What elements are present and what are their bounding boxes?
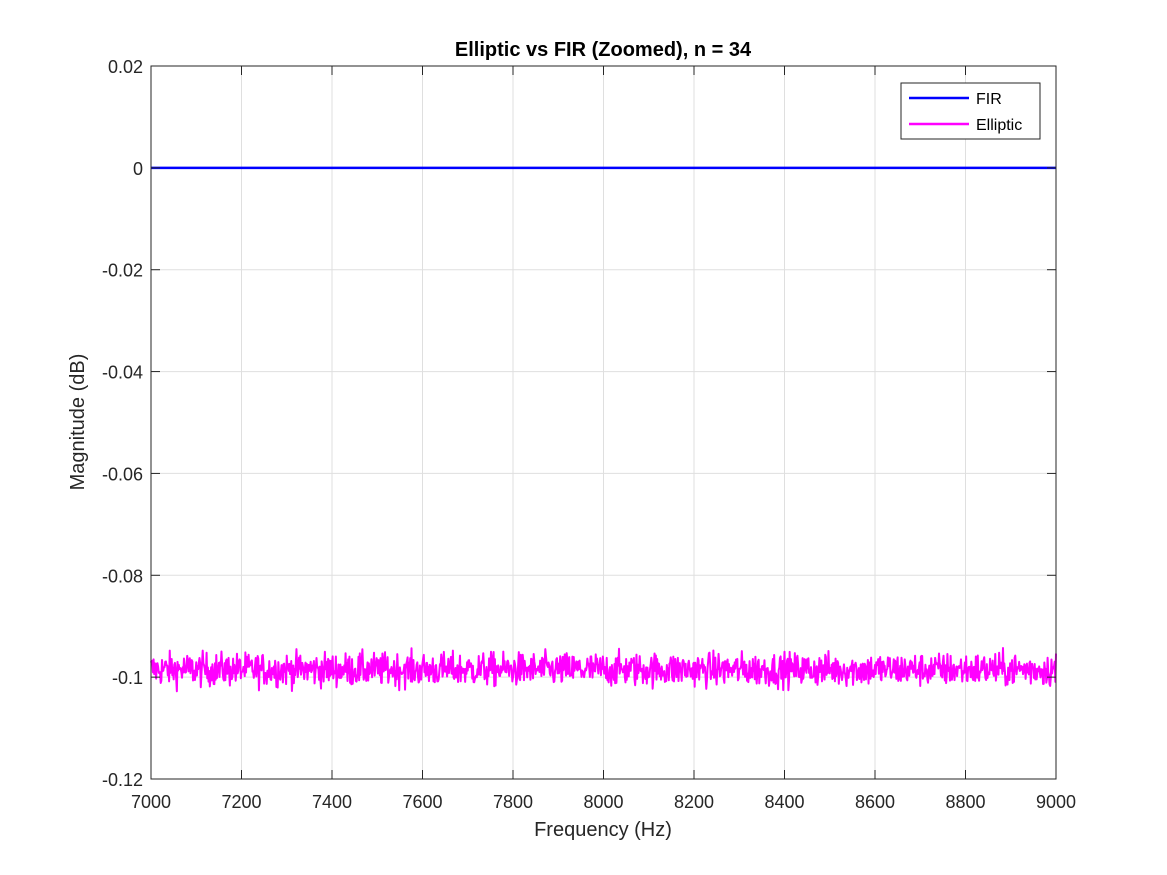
x-tick-label: 8200 [674,792,714,812]
series-line-elliptic [150,647,1057,693]
series-layer [150,166,1057,693]
tick-layer [150,65,1057,780]
y-tick-label: -0.12 [102,770,143,790]
legend: FIR Elliptic [900,82,1041,140]
x-tick-label: 8600 [855,792,895,812]
legend-box [900,82,1041,140]
x-tick-label: 8000 [583,792,623,812]
y-tick-label: 0 [133,159,143,179]
x-tick-label: 7000 [131,792,171,812]
y-tick-label: -0.06 [102,464,143,484]
x-tick-label: 7600 [402,792,442,812]
y-tick-labels: 0.02 0 -0.02 -0.04 -0.06 -0.08 -0.1 -0.12 [102,57,143,790]
x-tick-labels: 7000 7200 7400 7600 7800 8000 8200 8400 8600 8800… [131,792,1076,812]
x-tick-label: 8400 [764,792,804,812]
x-axis-label: Frequency (Hz) [534,819,672,841]
x-tick-label: 8800 [945,792,985,812]
x-tick-label: 7800 [493,792,533,812]
chart-title: Elliptic vs FIR (Zoomed), n = 34 [455,39,752,61]
y-tick-label: -0.04 [102,363,143,383]
legend-label-fir: FIR [976,91,1002,108]
y-tick-label: -0.1 [112,668,143,688]
y-tick-label: -0.02 [102,261,143,281]
legend-label-elliptic: Elliptic [976,117,1022,134]
x-tick-label: 7400 [312,792,352,812]
x-tick-label: 9000 [1036,792,1076,812]
x-tick-label: 7200 [221,792,261,812]
plot-area [150,65,1057,780]
y-tick-label: -0.08 [102,566,143,586]
y-axis-label: Magnitude (dB) [67,354,89,491]
y-tick-label: 0.02 [108,57,143,77]
